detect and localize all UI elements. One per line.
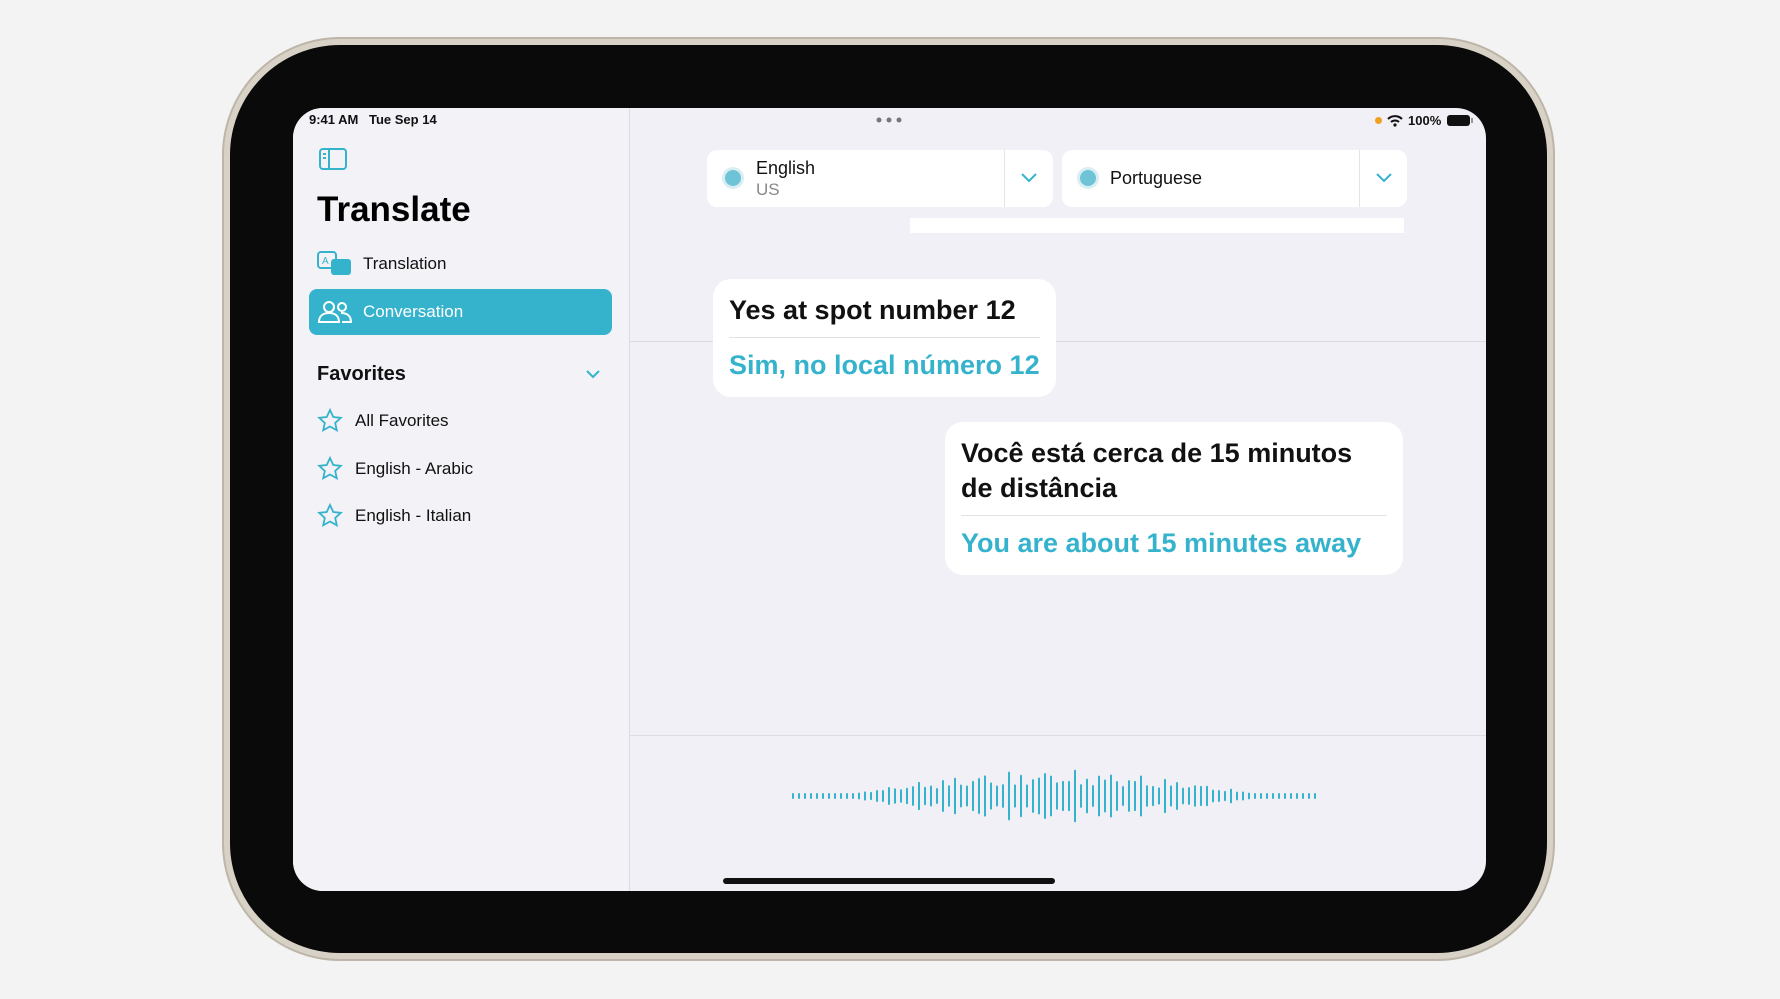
message-translation: Sim, no local número 12 bbox=[729, 337, 1040, 383]
translation-icon: A bbox=[317, 251, 351, 275]
message-text: Yes at spot number 12 bbox=[729, 295, 1016, 325]
home-indicator bbox=[723, 878, 1055, 884]
star-icon bbox=[317, 503, 343, 528]
sidebar-toggle[interactable] bbox=[319, 148, 347, 170]
language-picker[interactable]: English US bbox=[707, 150, 1053, 207]
favorite-label: All Favorites bbox=[355, 411, 449, 430]
language-dot bbox=[725, 170, 741, 186]
chevron bbox=[1376, 173, 1392, 183]
nav-label: Translation bbox=[363, 254, 447, 273]
chevron[interactable] bbox=[585, 368, 601, 380]
status-right: 100% bbox=[1375, 113, 1474, 128]
favorite-label: English - Arabic bbox=[355, 459, 474, 478]
message-bubble[interactable]: Yes at spot number 12 Sim, no local núme… bbox=[713, 279, 1056, 397]
multitask-dots[interactable] bbox=[875, 116, 903, 124]
waveform bbox=[792, 769, 1316, 823]
battery-percent: 100% bbox=[1408, 113, 1442, 128]
nav-label: Conversation bbox=[363, 302, 464, 321]
message-bubble[interactable]: Você está cerca de 15 minutos de distânc… bbox=[945, 422, 1403, 575]
nav-item[interactable]: A Translation bbox=[309, 241, 612, 287]
favorite-item[interactable]: English - Arabic bbox=[317, 456, 473, 482]
message-text: Você está cerca de 15 minutos de distânc… bbox=[961, 438, 1353, 503]
app-title: Translate bbox=[317, 190, 471, 229]
chevron bbox=[1021, 173, 1037, 183]
wifi-icon bbox=[1387, 114, 1403, 127]
star-icon bbox=[317, 456, 343, 481]
favorite-item[interactable]: English - Italian bbox=[317, 503, 471, 529]
favorite-label: English - Italian bbox=[355, 506, 472, 525]
svg-text:A: A bbox=[322, 256, 329, 267]
language-dot bbox=[1080, 170, 1096, 186]
sidebar: 9:41 AM Tue Sep 14 Translate A Translati… bbox=[293, 108, 630, 891]
language-name: Portuguese bbox=[1110, 168, 1203, 188]
language-region: US bbox=[756, 180, 780, 199]
nav-item[interactable]: Conversation bbox=[309, 289, 612, 335]
favorite-item[interactable]: All Favorites bbox=[317, 408, 449, 434]
status-date: Tue Sep 14 bbox=[369, 112, 437, 127]
language-name: English bbox=[756, 158, 816, 178]
star-icon bbox=[317, 408, 343, 433]
status-time: 9:41 AM bbox=[309, 112, 359, 127]
screen: 9:41 AM Tue Sep 14 Translate A Translati… bbox=[293, 108, 1486, 891]
message-translation: You are about 15 minutes away bbox=[961, 515, 1387, 561]
battery-icon bbox=[1447, 115, 1474, 126]
conversation-icon bbox=[317, 301, 353, 323]
language-picker[interactable]: Portuguese bbox=[1062, 150, 1407, 207]
favorites-header: Favorites bbox=[317, 363, 406, 385]
